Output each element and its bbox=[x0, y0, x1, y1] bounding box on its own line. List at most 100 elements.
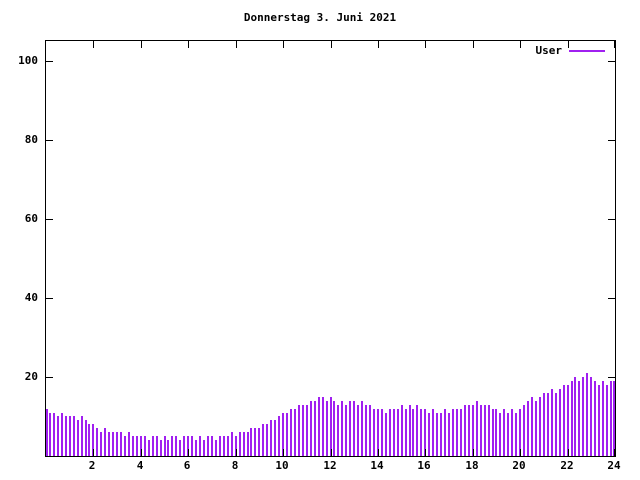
y-tick-mark bbox=[46, 61, 53, 62]
x-tick-mark bbox=[188, 449, 189, 456]
bar bbox=[373, 409, 375, 456]
bar bbox=[199, 436, 201, 456]
bar bbox=[484, 405, 486, 456]
bar bbox=[492, 409, 494, 456]
bar bbox=[227, 436, 229, 456]
bar bbox=[104, 428, 106, 456]
bar bbox=[590, 377, 592, 456]
bar bbox=[132, 436, 134, 456]
bar bbox=[586, 373, 588, 456]
x-tick-mark bbox=[378, 449, 379, 456]
bar bbox=[523, 405, 525, 456]
x-tick-mark bbox=[425, 41, 426, 48]
bar bbox=[559, 389, 561, 456]
bar bbox=[175, 436, 177, 456]
bar bbox=[187, 436, 189, 456]
bar bbox=[116, 432, 118, 456]
y-tick-label: 60 bbox=[24, 212, 38, 225]
bar bbox=[440, 413, 442, 456]
x-tick-mark bbox=[568, 449, 569, 456]
bar bbox=[167, 440, 169, 456]
x-tick-label: 2 bbox=[88, 459, 96, 472]
y-tick-mark bbox=[608, 298, 615, 299]
bar bbox=[337, 405, 339, 456]
legend-line-sample bbox=[569, 49, 605, 52]
y-tick-mark bbox=[608, 219, 615, 220]
bar bbox=[61, 413, 63, 456]
bar bbox=[310, 401, 312, 456]
bar bbox=[409, 405, 411, 456]
x-tick-mark bbox=[283, 449, 284, 456]
bar bbox=[148, 440, 150, 456]
bar bbox=[444, 409, 446, 456]
y-tick-label: 40 bbox=[24, 291, 38, 304]
y-tick-mark bbox=[608, 140, 615, 141]
bar bbox=[73, 416, 75, 456]
bar bbox=[69, 416, 71, 456]
bar bbox=[424, 409, 426, 456]
bar bbox=[235, 436, 237, 456]
x-tick-label: 10 bbox=[275, 459, 289, 472]
x-tick-label: 14 bbox=[370, 459, 384, 472]
bar bbox=[381, 409, 383, 456]
bar bbox=[108, 432, 110, 456]
bar bbox=[144, 436, 146, 456]
bar bbox=[88, 424, 90, 456]
bar bbox=[65, 416, 67, 456]
bar bbox=[460, 409, 462, 456]
bar bbox=[456, 409, 458, 456]
bar bbox=[183, 436, 185, 456]
bar bbox=[100, 432, 102, 456]
bar bbox=[555, 393, 557, 456]
bar bbox=[223, 436, 225, 456]
bar bbox=[274, 420, 276, 456]
bar bbox=[432, 409, 434, 456]
bar bbox=[349, 401, 351, 456]
bar bbox=[195, 440, 197, 456]
bar bbox=[306, 405, 308, 456]
bar bbox=[53, 413, 55, 456]
bar bbox=[314, 401, 316, 456]
x-tick-label: 24 bbox=[607, 459, 621, 472]
bar bbox=[428, 413, 430, 456]
bar bbox=[330, 397, 332, 456]
bar bbox=[468, 405, 470, 456]
bar bbox=[326, 401, 328, 456]
bar bbox=[254, 428, 256, 456]
x-tick-mark bbox=[520, 449, 521, 456]
bar bbox=[598, 385, 600, 456]
bar bbox=[602, 381, 604, 456]
bar bbox=[77, 420, 79, 456]
bar bbox=[258, 428, 260, 456]
bar bbox=[527, 401, 529, 456]
bar bbox=[96, 428, 98, 456]
bar bbox=[420, 409, 422, 456]
x-tick-label: 4 bbox=[136, 459, 144, 472]
bar bbox=[46, 409, 48, 456]
bar bbox=[302, 405, 304, 456]
x-tick-mark bbox=[283, 41, 284, 48]
x-tick-mark bbox=[568, 41, 569, 48]
bar bbox=[551, 389, 553, 456]
bar bbox=[215, 440, 217, 456]
bar bbox=[357, 405, 359, 456]
x-tick-label: 20 bbox=[512, 459, 526, 472]
bar bbox=[211, 436, 213, 456]
bar bbox=[203, 440, 205, 456]
x-tick-mark bbox=[188, 41, 189, 48]
x-tick-label: 18 bbox=[465, 459, 479, 472]
y-tick-mark bbox=[608, 61, 615, 62]
y-tick-mark bbox=[46, 377, 53, 378]
bar bbox=[448, 413, 450, 456]
bar bbox=[171, 436, 173, 456]
y-tick-label: 80 bbox=[24, 133, 38, 146]
y-tick-mark bbox=[46, 219, 53, 220]
bar bbox=[164, 436, 166, 456]
bars-layer bbox=[46, 41, 615, 456]
bar bbox=[515, 413, 517, 456]
x-tick-mark bbox=[473, 41, 474, 48]
bar bbox=[563, 385, 565, 456]
bar bbox=[574, 377, 576, 456]
legend-label: User bbox=[535, 44, 563, 57]
bar bbox=[156, 436, 158, 456]
